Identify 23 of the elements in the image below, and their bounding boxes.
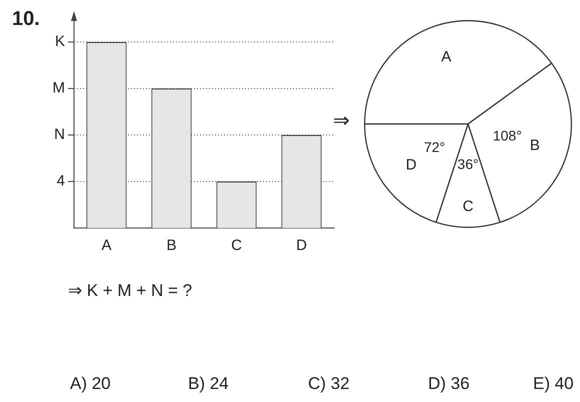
text: ⇒ K + M + N = ? [68, 280, 192, 301]
slice-label: D [406, 156, 417, 174]
text: 4 [56, 172, 65, 190]
slice-label: A [441, 48, 452, 66]
text: E) 40 [533, 374, 574, 394]
ref-line-label: M [52, 80, 65, 97]
x-tick-label: D [296, 237, 308, 254]
text: B) 24 [188, 374, 229, 394]
text: D) 36 [428, 374, 470, 394]
data-label: 36° [457, 156, 479, 172]
text: 10. [12, 8, 40, 31]
ref-line-label: N [54, 126, 65, 144]
ref-line-label: K [54, 33, 65, 50]
text: C) 32 [308, 374, 350, 394]
x-tick-label: C [231, 237, 242, 254]
slice-label: C [462, 198, 474, 215]
data-label: 72° [424, 139, 446, 156]
annotation: ⇒ [333, 109, 350, 133]
x-tick-label: B [166, 237, 177, 254]
text: A) 20 [70, 374, 111, 394]
slice-label: B [530, 136, 540, 154]
data-label: 108° [492, 128, 522, 144]
x-tick-label: A [101, 237, 112, 254]
